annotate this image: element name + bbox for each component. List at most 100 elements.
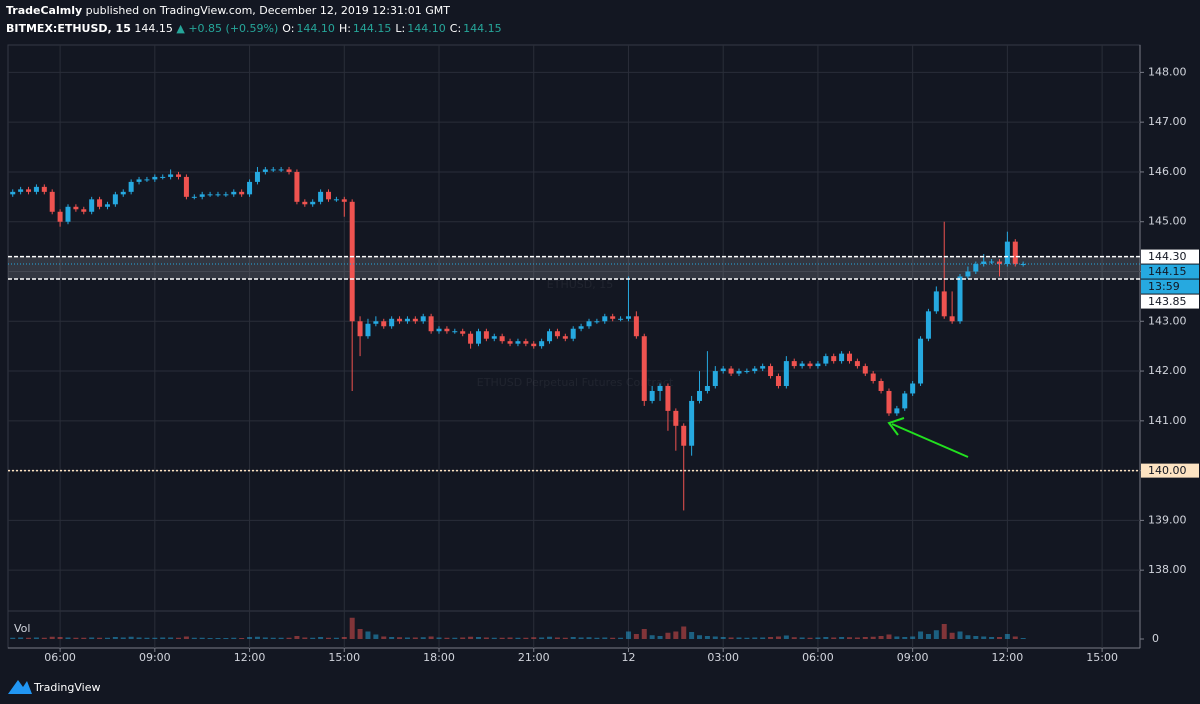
volume-bar xyxy=(625,631,631,639)
volume-bar xyxy=(499,637,505,639)
volume-bar xyxy=(570,637,576,639)
candle-body xyxy=(704,385,710,391)
x-tick-label: 12 xyxy=(621,651,635,664)
candle-body xyxy=(831,356,837,362)
marks xyxy=(8,166,1140,639)
volume-bar xyxy=(728,637,734,639)
volume-bar xyxy=(128,636,134,639)
volume-bar xyxy=(176,637,182,639)
volume-bar xyxy=(160,637,166,639)
candle-body xyxy=(112,194,118,205)
candle-body xyxy=(33,186,39,192)
volume-bar xyxy=(641,629,647,639)
candle-body xyxy=(586,321,592,327)
candle-body xyxy=(728,368,734,374)
candle-body xyxy=(436,328,442,332)
volume-bar xyxy=(610,637,616,639)
volume-bar xyxy=(862,637,868,639)
candle-body xyxy=(254,171,260,182)
volume-bar xyxy=(902,637,908,639)
candle-body xyxy=(989,261,995,263)
candle-body xyxy=(657,385,663,391)
candle-body xyxy=(531,343,537,347)
candle-body xyxy=(81,209,87,212)
candle-body xyxy=(207,194,213,196)
volume-bar xyxy=(310,637,316,639)
y-tick-label: 145.00 xyxy=(1148,215,1187,228)
candle-body xyxy=(97,199,103,207)
level-label: 140.00 xyxy=(1148,464,1187,477)
candle-body xyxy=(389,318,395,327)
volume-bar xyxy=(515,637,521,639)
volume-bar xyxy=(1012,636,1018,639)
candle-body xyxy=(341,199,347,202)
y-tick-label: 139.00 xyxy=(1148,513,1187,526)
candle-body xyxy=(973,264,979,272)
volume-bar xyxy=(491,637,497,639)
ohlc-value: 144.15 xyxy=(353,22,392,35)
volume-bar xyxy=(933,630,939,639)
candle-body xyxy=(578,326,584,329)
candle-body xyxy=(460,331,466,334)
candle-body xyxy=(10,191,16,195)
volume-bar xyxy=(720,637,726,639)
candle-body xyxy=(215,194,221,196)
volume-bar xyxy=(918,631,924,639)
candle-body xyxy=(768,366,774,377)
volume-bar xyxy=(910,636,916,639)
candle-body xyxy=(539,341,545,347)
volume-bar xyxy=(973,636,979,639)
candle-body xyxy=(199,194,205,197)
volume-bar xyxy=(349,617,355,639)
volume-bar xyxy=(302,637,308,639)
volume-bar xyxy=(333,637,339,639)
candle-body xyxy=(381,321,387,327)
candle-body xyxy=(247,181,253,195)
candle-body xyxy=(594,321,600,323)
candle-body xyxy=(791,361,797,367)
ohlc: O: 144.10 H: 144.15 L: 144.10 C: 144.15 xyxy=(282,22,501,35)
x-tick-label: 15:00 xyxy=(1086,651,1118,664)
candle-body xyxy=(397,318,403,322)
volume-bar xyxy=(199,637,205,639)
volume-bar xyxy=(223,638,229,639)
candle-body xyxy=(57,211,63,222)
candle-body xyxy=(712,371,718,386)
volume-bar xyxy=(657,636,663,639)
candle-body xyxy=(618,318,624,320)
candle-body xyxy=(89,199,95,212)
volume-bar xyxy=(523,637,529,639)
candle-body xyxy=(886,390,892,414)
candle-body xyxy=(878,381,884,391)
candle-body xyxy=(515,341,521,344)
volume-bar xyxy=(278,637,284,639)
volume-bar xyxy=(152,637,158,639)
candle-body xyxy=(562,336,568,339)
volume-bar xyxy=(894,636,900,639)
candle-body xyxy=(491,336,497,339)
volume-bar xyxy=(799,637,805,639)
candle-body xyxy=(373,321,379,324)
volume-bar xyxy=(673,631,679,639)
volume-bar xyxy=(791,637,797,639)
volume-bar xyxy=(1020,638,1026,639)
ohlc-value: 144.10 xyxy=(407,22,446,35)
x-tick-label: 09:00 xyxy=(897,651,929,664)
y-tick-label: 138.00 xyxy=(1148,563,1187,576)
last-price: 144.15 xyxy=(134,22,173,35)
y-tick-label: 142.00 xyxy=(1148,364,1187,377)
candle-body xyxy=(128,181,134,192)
volume-bar xyxy=(325,637,331,639)
arrow-shaft xyxy=(891,423,969,458)
volume-bar xyxy=(547,636,553,639)
volume-bar xyxy=(357,629,363,639)
volume-bar xyxy=(270,637,276,639)
volume-bar xyxy=(239,638,245,639)
candle-body xyxy=(239,191,245,195)
candle-body xyxy=(483,331,489,339)
candle-body xyxy=(18,189,24,192)
volume-bar xyxy=(436,637,442,639)
watermark-subtitle: ETHUSD Perpetual Futures Contract xyxy=(477,376,674,389)
